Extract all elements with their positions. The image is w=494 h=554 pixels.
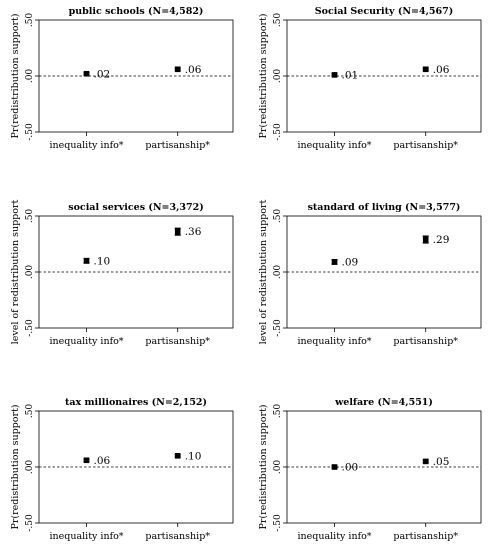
data-point (422, 458, 429, 465)
data-point (83, 70, 90, 77)
data-value-label: .10 (185, 450, 202, 462)
panel-title: welfare (N=4,551) (334, 397, 433, 408)
data-value-label: .10 (94, 255, 111, 267)
y-tick-label: -.50 (273, 319, 283, 337)
chart-panel: standard of living (N=3,577) .50 .00 -.50 le… (258, 199, 482, 347)
data-point (174, 228, 181, 235)
x-tick-label: inequality info* (297, 140, 371, 151)
data-value-label: .02 (94, 68, 111, 80)
y-tick-label: .50 (25, 404, 35, 419)
y-tick-label: -.50 (273, 514, 283, 532)
panel-title: Social Security (N=4,567) (315, 6, 453, 17)
data-value-label: .00 (342, 462, 359, 474)
data-value-label: .36 (185, 226, 202, 238)
x-tick-label: partisanship* (393, 336, 458, 347)
x-tick-label: partisanship* (393, 140, 458, 151)
x-tick-label: inequality info* (49, 336, 123, 347)
x-tick-label: inequality info* (49, 140, 123, 151)
panel-title: public schools (N=4,582) (69, 6, 204, 17)
y-tick-label: .00 (25, 460, 35, 475)
data-value-label: .09 (342, 256, 359, 268)
y-axis-label: level of redistribution support (258, 199, 269, 344)
y-tick-label: .50 (273, 209, 283, 224)
panel-title: standard of living (N=3,577) (308, 202, 461, 213)
data-point (83, 258, 90, 264)
data-value-label: .29 (433, 234, 450, 246)
y-tick-label: .50 (25, 13, 35, 28)
data-point (422, 236, 429, 243)
y-tick-label: -.50 (25, 123, 35, 141)
y-tick-label: .50 (273, 13, 283, 28)
x-tick-label: inequality info* (297, 531, 371, 542)
y-tick-label: .50 (25, 209, 35, 224)
x-tick-label: partisanship* (145, 336, 210, 347)
data-point (174, 66, 181, 73)
x-tick-label: partisanship* (145, 140, 210, 151)
data-point (174, 453, 181, 459)
y-axis-label: Pr(redistribution support) (10, 13, 21, 138)
data-value-label: .06 (433, 64, 450, 76)
data-value-label: .06 (185, 64, 202, 76)
data-point (331, 259, 338, 265)
data-point (331, 72, 338, 78)
y-tick-label: -.50 (25, 514, 35, 532)
chart-panel: welfare (N=4,551) .50 .00 -.50 Pr(redistribu… (258, 397, 482, 542)
y-tick-label: .00 (273, 69, 283, 84)
data-point (422, 66, 429, 73)
chart-panel: tax millionaires (N=2,152) .50 .00 -.50 Pr(r… (10, 397, 234, 542)
panel-title: tax millionaires (N=2,152) (65, 397, 207, 408)
y-axis-label: Pr(redistribution support) (258, 13, 269, 138)
y-tick-label: .00 (25, 69, 35, 84)
y-axis-label: level of redistribution support (10, 199, 21, 344)
y-tick-label: .50 (273, 404, 283, 419)
y-tick-label: -.50 (25, 319, 35, 337)
y-tick-label: .00 (273, 265, 283, 280)
x-tick-label: inequality info* (49, 531, 123, 542)
x-tick-label: partisanship* (145, 531, 210, 542)
data-value-label: .05 (433, 456, 450, 468)
y-tick-label: .00 (273, 460, 283, 475)
data-point (83, 457, 90, 464)
panel-title: social services (N=3,372) (68, 202, 204, 213)
x-tick-label: inequality info* (297, 336, 371, 347)
data-value-label: .01 (342, 69, 359, 81)
y-axis-label: Pr(redistribution support) (10, 404, 21, 529)
y-tick-label: .00 (25, 265, 35, 280)
y-axis-label: Pr(redistribution support) (258, 404, 269, 529)
x-tick-label: partisanship* (393, 531, 458, 542)
chart-panel: social services (N=3,372) .50 .00 -.50 level… (10, 199, 234, 347)
data-value-label: .06 (94, 455, 111, 467)
chart-panel: Social Security (N=4,567) .50 .00 -.50 Pr(re… (258, 6, 482, 151)
data-point (331, 464, 338, 470)
y-tick-label: -.50 (273, 123, 283, 141)
chart-panel: public schools (N=4,582) .50 .00 -.50 Pr(red… (10, 6, 234, 151)
